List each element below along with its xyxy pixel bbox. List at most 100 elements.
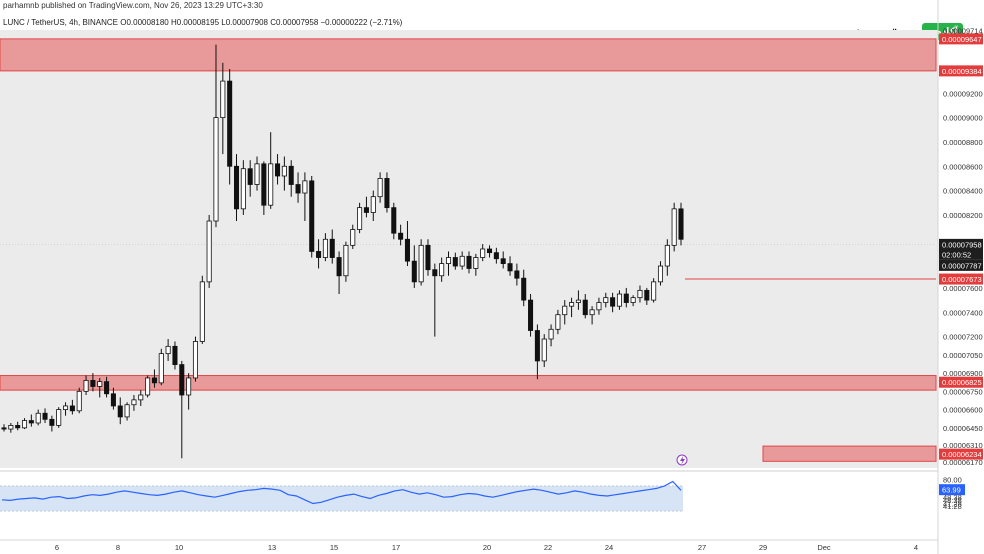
price-tag-label: 0.00006234 — [942, 450, 982, 459]
candle-body — [425, 244, 431, 271]
candle — [172, 341, 178, 370]
candle-body — [370, 196, 376, 213]
candle-body — [630, 297, 636, 303]
candle — [104, 376, 110, 398]
candle-body — [452, 257, 458, 267]
candle-body — [21, 420, 28, 429]
price-tick-label: 0.00008200 — [943, 211, 983, 220]
candle-body — [404, 238, 410, 262]
time-axis: 6 8 10 13 15 17 20 22 24 27 29 Dec 4 — [0, 539, 938, 552]
candle — [42, 408, 48, 423]
candle — [514, 263, 520, 286]
candle-body — [459, 255, 465, 267]
candle-body — [8, 425, 14, 430]
candle-body — [664, 244, 670, 267]
candle — [117, 397, 123, 425]
candle-body — [480, 248, 486, 258]
candle — [28, 414, 34, 427]
price-tag: 0.00009384 — [939, 65, 983, 77]
candle — [534, 324, 540, 380]
candle — [398, 224, 404, 246]
resistance-zone — [0, 38, 937, 72]
price-tag-box — [939, 33, 983, 45]
candle-body — [309, 180, 315, 252]
candle-body — [541, 338, 547, 362]
candle — [206, 214, 212, 288]
rsi-value-label: 63.99 — [942, 486, 961, 495]
candle-body — [384, 178, 390, 209]
candle-body — [596, 302, 602, 311]
candle-body — [678, 208, 684, 240]
time-tick-label: 13 — [268, 543, 276, 552]
rsi-tick-label: 48.38 — [943, 496, 962, 505]
candle-body — [575, 299, 581, 303]
candle — [295, 172, 301, 203]
candle-body — [124, 404, 130, 418]
price-tick-label: 0.00007600 — [943, 284, 983, 293]
price-tick-label: 0.00006750 — [943, 387, 983, 396]
time-tick-label: 4 — [914, 543, 918, 552]
candle-body — [76, 390, 82, 412]
candle — [165, 339, 171, 361]
candle-body — [411, 260, 417, 283]
candle — [445, 251, 452, 276]
time-tick-label: 22 — [544, 543, 552, 552]
candle — [569, 297, 575, 318]
price-tick-label: 0.00006600 — [943, 406, 983, 415]
candle — [671, 202, 677, 252]
candle — [630, 295, 636, 307]
candle-body — [220, 80, 226, 118]
candle-body — [15, 425, 21, 429]
candle-body — [500, 258, 506, 265]
candle — [179, 360, 185, 459]
time-tick-label: 10 — [175, 543, 183, 552]
candle — [268, 132, 274, 209]
candle — [644, 287, 650, 305]
candle-body — [555, 314, 561, 330]
candle — [254, 156, 260, 191]
candle — [151, 369, 157, 388]
price-tag: 0.00006234 — [939, 448, 983, 460]
candle-body — [514, 270, 520, 279]
lightning-icon-bolt — [680, 456, 685, 465]
candle — [507, 256, 513, 276]
rsi-tick-label: 80.00 — [943, 476, 962, 485]
candle — [138, 390, 144, 406]
candle — [425, 239, 431, 276]
candle-body — [589, 309, 595, 316]
price-tag: 0.00007958 — [939, 238, 983, 250]
candle — [158, 348, 164, 386]
candle — [56, 407, 62, 428]
lightning-icon — [676, 454, 688, 466]
symbol-name[interactable]: LUNC / TetherUS, 4h, BINANCE — [3, 18, 119, 27]
candle — [275, 154, 281, 185]
candle — [541, 334, 547, 368]
candle — [1, 424, 7, 432]
candle-body — [165, 345, 171, 355]
candle — [21, 418, 28, 430]
candle-body — [432, 269, 438, 277]
candle — [480, 244, 486, 262]
candle — [110, 387, 116, 410]
price-tag-box — [939, 376, 983, 388]
time-tick-label: 29 — [759, 543, 767, 552]
candle — [199, 275, 205, 344]
price-tag: 0.00007673 — [939, 273, 983, 285]
candle — [377, 172, 383, 203]
candle-body — [227, 80, 233, 167]
price-tick-label: 0.00006450 — [943, 424, 983, 433]
candle-body — [158, 353, 164, 384]
candle-body — [363, 207, 369, 213]
candle — [336, 251, 342, 295]
candle-body — [281, 165, 287, 177]
candle-body — [268, 163, 274, 206]
candle — [418, 239, 424, 286]
candle — [521, 269, 527, 307]
candle — [651, 278, 657, 303]
candle-body — [302, 180, 308, 194]
candle — [452, 252, 458, 270]
price-tag-box — [939, 65, 983, 77]
candle-body — [610, 297, 616, 307]
candle — [596, 297, 602, 315]
